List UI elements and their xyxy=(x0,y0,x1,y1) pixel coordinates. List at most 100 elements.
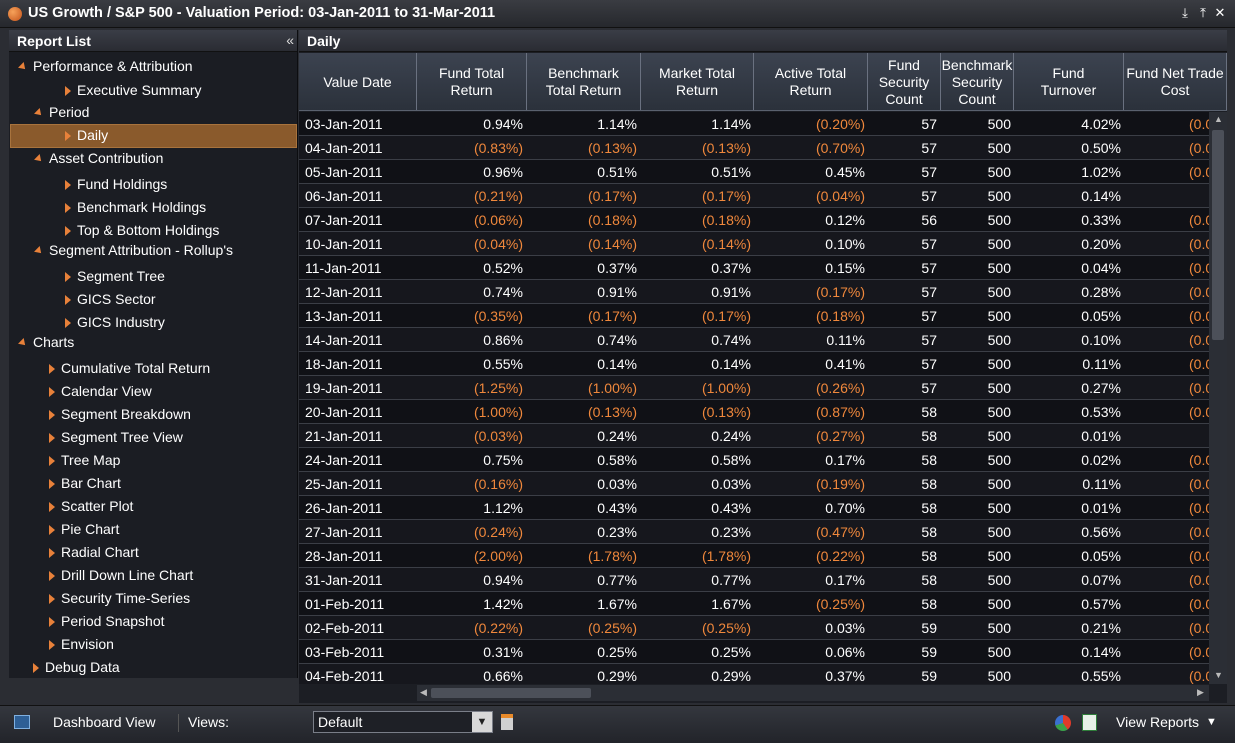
column-header-market-total-return[interactable]: Market Total Return xyxy=(641,53,754,110)
minimize-icon[interactable]: ⤓ xyxy=(1182,5,1188,20)
collapsed-arrow-icon[interactable] xyxy=(33,663,39,674)
collapsed-arrow-icon[interactable] xyxy=(49,594,55,605)
column-header-value-date[interactable]: Value Date xyxy=(299,53,417,110)
collapsed-arrow-icon[interactable] xyxy=(49,525,55,536)
collapsed-arrow-icon[interactable] xyxy=(49,548,55,559)
horizontal-scrollbar[interactable]: ◀ ▶ xyxy=(417,685,1209,701)
tree-item-calendar-view[interactable]: Calendar View xyxy=(49,383,152,405)
tree-item-asset-contribution[interactable]: Asset Contribution xyxy=(34,150,163,172)
tree-item-gics-sector[interactable]: GICS Sector xyxy=(65,291,156,313)
collapsed-arrow-icon[interactable] xyxy=(65,295,71,306)
chevron-down-icon[interactable]: ▼ xyxy=(472,712,492,732)
tree-item-segment-breakdown[interactable]: Segment Breakdown xyxy=(49,406,191,428)
scroll-down-icon[interactable]: ▼ xyxy=(1214,670,1223,680)
collapsed-arrow-icon[interactable] xyxy=(65,131,71,142)
tree-item-performance-attribution[interactable]: Performance & Attribution xyxy=(18,58,193,80)
collapsed-arrow-icon[interactable] xyxy=(65,180,71,191)
excel-export-icon[interactable] xyxy=(1082,714,1097,731)
collapsed-arrow-icon[interactable] xyxy=(49,433,55,444)
collapsed-arrow-icon[interactable] xyxy=(65,86,71,97)
table-row[interactable]: 04-Feb-2011 0.66% 0.29% 0.29% 0.37% 59 500 0.55… xyxy=(299,664,1209,684)
collapsed-arrow-icon[interactable] xyxy=(65,203,71,214)
table-row[interactable]: 28-Jan-2011 (2.00%) (1.78%) (1.78%) (0.22%) 5… xyxy=(299,544,1209,568)
column-header-fund-net-trade-cost[interactable]: Fund Net Trade Cost xyxy=(1124,53,1227,110)
table-row[interactable]: 02-Feb-2011 (0.22%) (0.25%) (0.25%) 0.03% 59 5… xyxy=(299,616,1209,640)
tree-item-top-bottom-holdings[interactable]: Top & Bottom Holdings xyxy=(65,222,219,244)
collapse-panel-icon[interactable]: « xyxy=(286,32,294,48)
table-row[interactable]: 20-Jan-2011 (1.00%) (0.13%) (0.13%) (0.87%) 5… xyxy=(299,400,1209,424)
close-icon[interactable]: ✕ xyxy=(1214,5,1226,20)
table-row[interactable]: 05-Jan-2011 0.96% 0.51% 0.51% 0.45% 57 500 1.02… xyxy=(299,160,1209,184)
collapsed-arrow-icon[interactable] xyxy=(49,571,55,582)
views-dropdown[interactable]: Default ▼ xyxy=(313,711,493,733)
collapsed-arrow-icon[interactable] xyxy=(49,456,55,467)
table-row[interactable]: 27-Jan-2011 (0.24%) 0.23% 0.23% (0.47%) 58 500… xyxy=(299,520,1209,544)
table-row[interactable]: 01-Feb-2011 1.42% 1.67% 1.67% (0.25%) 58 500 0.… xyxy=(299,592,1209,616)
tree-item-benchmark-holdings[interactable]: Benchmark Holdings xyxy=(65,199,206,221)
expanded-arrow-icon[interactable] xyxy=(18,338,28,349)
collapsed-arrow-icon[interactable] xyxy=(65,272,71,283)
tree-item-segment-tree-view[interactable]: Segment Tree View xyxy=(49,429,183,451)
tree-item-radial-chart[interactable]: Radial Chart xyxy=(49,544,139,566)
table-row[interactable]: 10-Jan-2011 (0.04%) (0.14%) (0.14%) 0.10% 57 5… xyxy=(299,232,1209,256)
table-row[interactable]: 03-Jan-2011 0.94% 1.14% 1.14% (0.20%) 57 500 4.… xyxy=(299,112,1209,136)
maximize-icon[interactable]: ⤒ xyxy=(1200,5,1206,20)
table-row[interactable]: 04-Jan-2011 (0.83%) (0.13%) (0.13%) (0.70%) 5… xyxy=(299,136,1209,160)
table-row[interactable]: 25-Jan-2011 (0.16%) 0.03% 0.03% (0.19%) 58 500… xyxy=(299,472,1209,496)
collapsed-arrow-icon[interactable] xyxy=(49,479,55,490)
view-reports-chevron-icon[interactable]: ▼ xyxy=(1206,716,1217,728)
chart-export-icon[interactable] xyxy=(1055,715,1071,731)
column-header-fund-total-return[interactable]: Fund Total Return xyxy=(417,53,527,110)
table-row[interactable]: 14-Jan-2011 0.86% 0.74% 0.74% 0.11% 57 500 0.10… xyxy=(299,328,1209,352)
table-row[interactable]: 21-Jan-2011 (0.03%) 0.24% 0.24% (0.27%) 58 500… xyxy=(299,424,1209,448)
table-row[interactable]: 24-Jan-2011 0.75% 0.58% 0.58% 0.17% 58 500 0.02… xyxy=(299,448,1209,472)
collapsed-arrow-icon[interactable] xyxy=(49,640,55,651)
tree-item-security-time-series[interactable]: Security Time-Series xyxy=(49,590,190,612)
column-header-fund-security-count[interactable]: Fund Security Count xyxy=(868,53,941,110)
tree-item-scatter-plot[interactable]: Scatter Plot xyxy=(49,498,133,520)
horizontal-scroll-thumb[interactable] xyxy=(431,688,591,698)
dashboard-view-button[interactable]: Dashboard View xyxy=(53,714,156,730)
table-row[interactable]: 31-Jan-2011 0.94% 0.77% 0.77% 0.17% 58 500 0.07… xyxy=(299,568,1209,592)
tree-item-pie-chart[interactable]: Pie Chart xyxy=(49,521,119,543)
table-row[interactable]: 07-Jan-2011 (0.06%) (0.18%) (0.18%) 0.12% 56 5… xyxy=(299,208,1209,232)
dashboard-icon[interactable] xyxy=(14,715,30,729)
scroll-up-icon[interactable]: ▲ xyxy=(1214,114,1223,124)
vertical-scroll-thumb[interactable] xyxy=(1212,130,1224,340)
column-header-active-total-return[interactable]: Active Total Return xyxy=(754,53,868,110)
collapsed-arrow-icon[interactable] xyxy=(49,502,55,513)
expanded-arrow-icon[interactable] xyxy=(34,108,44,119)
collapsed-arrow-icon[interactable] xyxy=(49,617,55,628)
tree-item-daily[interactable]: Daily xyxy=(65,127,108,149)
tree-item-cumulative-total-return[interactable]: Cumulative Total Return xyxy=(49,360,210,382)
tree-item-segment-attribution-rollup-s[interactable]: Segment Attribution - Rollup's xyxy=(34,242,233,264)
vertical-scrollbar[interactable]: ▲ ▼ xyxy=(1209,112,1227,684)
table-row[interactable]: 19-Jan-2011 (1.25%) (1.00%) (1.00%) (0.26%) 5… xyxy=(299,376,1209,400)
collapsed-arrow-icon[interactable] xyxy=(65,318,71,329)
table-row[interactable]: 03-Feb-2011 0.31% 0.25% 0.25% 0.06% 59 500 0.14… xyxy=(299,640,1209,664)
tree-item-debug-data[interactable]: Debug Data xyxy=(33,659,120,681)
save-view-icon[interactable] xyxy=(501,714,513,730)
tree-item-segment-tree[interactable]: Segment Tree xyxy=(65,268,165,290)
collapsed-arrow-icon[interactable] xyxy=(65,226,71,237)
tree-item-fund-holdings[interactable]: Fund Holdings xyxy=(65,176,167,198)
table-row[interactable]: 11-Jan-2011 0.52% 0.37% 0.37% 0.15% 57 500 0.04… xyxy=(299,256,1209,280)
collapsed-arrow-icon[interactable] xyxy=(49,387,55,398)
tree-item-period-snapshot[interactable]: Period Snapshot xyxy=(49,613,165,635)
expanded-arrow-icon[interactable] xyxy=(18,62,28,73)
scroll-left-icon[interactable]: ◀ xyxy=(420,687,427,697)
table-row[interactable]: 26-Jan-2011 1.12% 0.43% 0.43% 0.70% 58 500 0.01… xyxy=(299,496,1209,520)
column-header-benchmark-total-return[interactable]: Benchmark Total Return xyxy=(527,53,641,110)
tree-item-drill-down-line-chart[interactable]: Drill Down Line Chart xyxy=(49,567,193,589)
tree-item-tree-map[interactable]: Tree Map xyxy=(49,452,120,474)
tree-item-bar-chart[interactable]: Bar Chart xyxy=(49,475,121,497)
scroll-right-icon[interactable]: ▶ xyxy=(1197,687,1204,697)
table-row[interactable]: 13-Jan-2011 (0.35%) (0.17%) (0.17%) (0.18%) 5… xyxy=(299,304,1209,328)
column-header-benchmark-security-count[interactable]: Benchmark Security Count xyxy=(941,53,1014,110)
collapsed-arrow-icon[interactable] xyxy=(49,410,55,421)
collapsed-arrow-icon[interactable] xyxy=(49,364,55,375)
column-header-fund-turnover[interactable]: Fund Turnover xyxy=(1014,53,1124,110)
expanded-arrow-icon[interactable] xyxy=(34,246,44,257)
table-row[interactable]: 06-Jan-2011 (0.21%) (0.17%) (0.17%) (0.04%) 5… xyxy=(299,184,1209,208)
tree-item-envision[interactable]: Envision xyxy=(49,636,114,658)
